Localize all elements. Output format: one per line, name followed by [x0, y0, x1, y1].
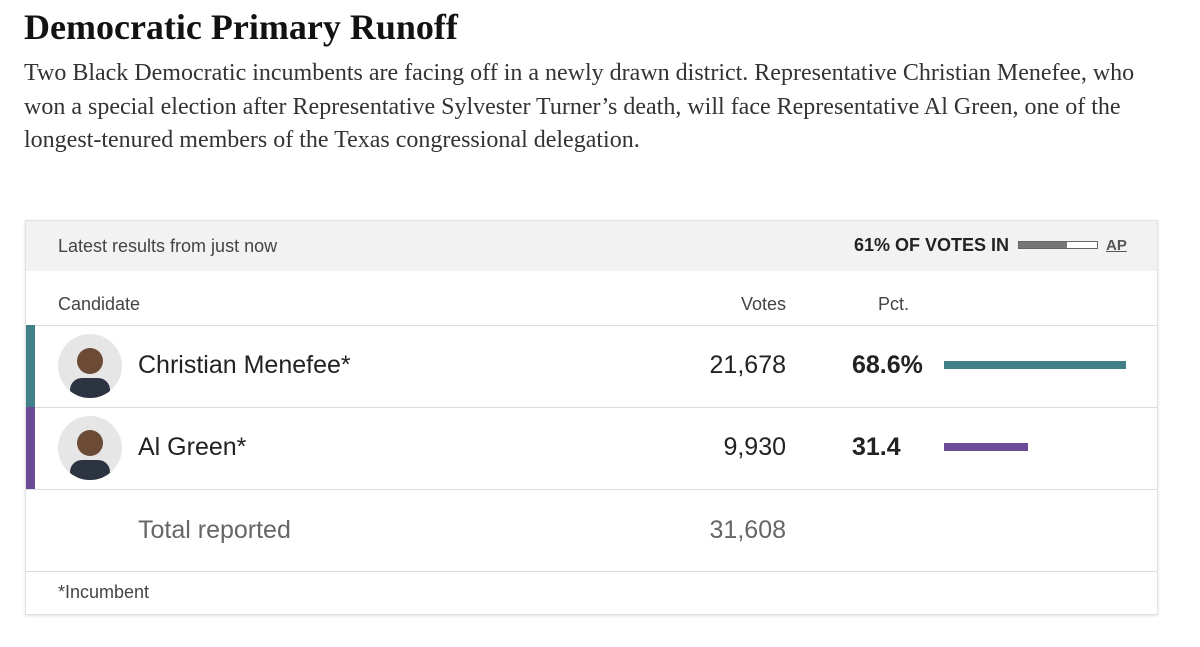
divider [26, 325, 1157, 326]
results-table: Latest results from just now 61% OF VOTE… [25, 220, 1158, 615]
avatar [58, 334, 122, 398]
pct: 68.6% [852, 351, 923, 379]
pct: 31.4 [852, 433, 901, 461]
pct-bar [944, 361, 1127, 369]
divider [26, 489, 1157, 490]
votes: 9,930 [723, 433, 786, 461]
status: Latest results from just now [58, 236, 278, 256]
reporting-label: 61% OF VOTES IN [853, 235, 1009, 255]
column-header: Candidate [58, 294, 141, 314]
status-band [26, 221, 1157, 271]
candidate-color [26, 407, 35, 489]
avatar [58, 416, 122, 480]
description: Two Black Democratic incumbents are faci… [24, 60, 1135, 153]
reporting-track [1018, 241, 1098, 249]
pct-bar [944, 443, 1028, 451]
candidate-color [26, 325, 35, 407]
total-label: Total reported [138, 516, 291, 544]
avatar-icon [70, 348, 110, 398]
column-header: Pct. [878, 294, 910, 314]
divider [26, 407, 1157, 408]
total-votes: 31,608 [709, 516, 786, 544]
votes: 21,678 [709, 351, 786, 379]
candidate-name: Christian Menefee* [138, 351, 351, 379]
divider [26, 571, 1157, 572]
column-header: Votes [740, 294, 786, 314]
avatar-icon [70, 430, 110, 480]
footnote: *Incumbent [58, 582, 150, 602]
title: Democratic Primary Runoff [24, 7, 458, 47]
source-link[interactable]: AP [1106, 237, 1127, 254]
reporting-bar [1019, 242, 1067, 248]
candidate-name: Al Green* [138, 433, 247, 461]
